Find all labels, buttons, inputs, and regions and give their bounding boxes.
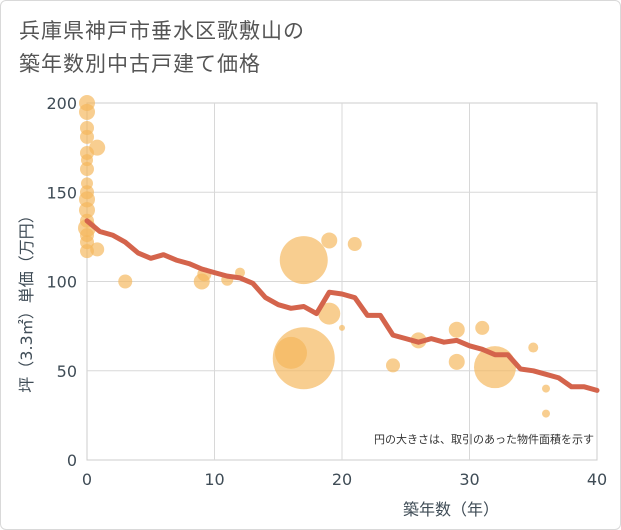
data-bubble xyxy=(272,327,335,390)
y-tick-label: 150 xyxy=(46,183,77,202)
y-tick-label: 50 xyxy=(57,362,77,381)
x-tick-label: 20 xyxy=(332,470,352,489)
bubble-size-note: 円の大きさは、取引のあった物件面積を示す xyxy=(374,432,594,446)
x-axis-ticks: 0 10 20 30 40 xyxy=(82,470,607,489)
data-bubble xyxy=(475,320,490,335)
data-bubble xyxy=(386,358,400,373)
data-bubble xyxy=(318,302,341,325)
data-bubble xyxy=(347,237,362,252)
x-tick-label: 0 xyxy=(82,470,92,489)
data-bubble xyxy=(90,242,105,257)
chart-title: 兵庫県神戸市垂水区歌敷山の 築年数別中古戸建て価格 xyxy=(19,15,579,81)
bubble-series xyxy=(78,95,550,418)
data-bubble xyxy=(80,129,94,144)
data-bubble xyxy=(118,274,133,289)
data-bubble xyxy=(279,236,328,285)
y-axis-ticks: 0 50 100 150 200 xyxy=(46,94,77,470)
data-bubble xyxy=(542,409,550,418)
y-tick-label: 0 xyxy=(67,451,77,470)
data-bubble xyxy=(80,162,94,177)
data-bubble xyxy=(79,103,95,120)
data-bubble xyxy=(321,232,338,249)
x-tick-label: 10 xyxy=(204,470,224,489)
data-bubble xyxy=(448,321,465,338)
x-tick-label: 30 xyxy=(459,470,479,489)
data-bubble xyxy=(339,324,345,331)
data-bubble xyxy=(542,384,550,393)
data-bubble xyxy=(79,202,95,219)
data-bubble xyxy=(528,342,539,353)
x-axis-title: 築年数（年） xyxy=(403,500,499,519)
average-price-line xyxy=(84,218,600,393)
chart-title-line2: 築年数別中古戸建て価格 xyxy=(19,52,261,76)
chart-title-line1: 兵庫県神戸市垂水区歌敷山の xyxy=(19,19,305,43)
y-tick-label: 100 xyxy=(46,273,77,292)
data-bubble xyxy=(89,139,106,156)
y-axis-title: 坪（3.3㎡）単価（万円） xyxy=(17,207,36,392)
y-tick-label: 200 xyxy=(46,94,77,113)
data-bubble xyxy=(448,353,465,370)
x-tick-label: 40 xyxy=(587,470,607,489)
